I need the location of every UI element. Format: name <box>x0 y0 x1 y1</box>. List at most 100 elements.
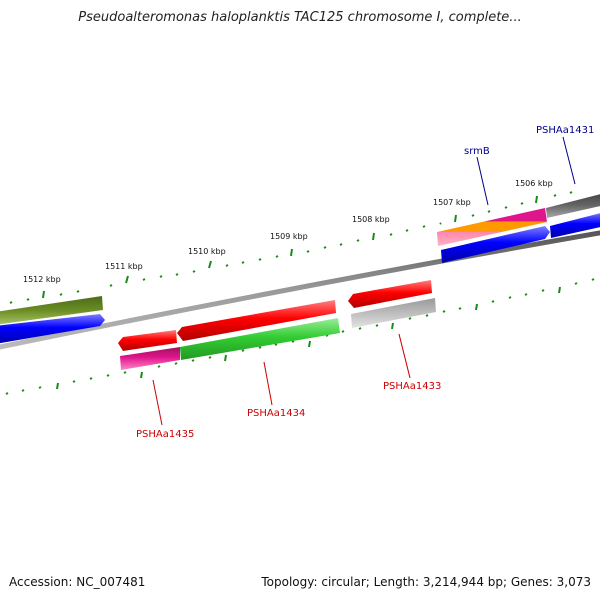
tick <box>372 232 375 241</box>
tick <box>9 301 13 304</box>
tick <box>535 195 538 204</box>
tick <box>89 377 93 380</box>
scale-label-1512: 1512 kbp <box>23 275 61 284</box>
gene-label-pshaa1431[interactable]: PSHAa1431 <box>536 125 594 136</box>
tick <box>123 371 127 374</box>
scale-label-1507: 1507 kbp <box>433 198 471 207</box>
scale-label-1506: 1506 kbp <box>515 179 553 188</box>
tick <box>524 293 528 296</box>
tick <box>487 210 491 213</box>
tick <box>38 386 42 389</box>
scale-label-1510: 1510 kbp <box>188 247 226 256</box>
tick <box>375 324 379 327</box>
scale-label-1511: 1511 kbp <box>105 262 143 271</box>
tick <box>208 260 212 269</box>
scale-label-1508: 1508 kbp <box>352 215 390 224</box>
gene-red-a[interactable] <box>118 330 177 351</box>
gene-label-pshaa1435[interactable]: PSHAa1435 <box>136 429 194 440</box>
tick <box>290 248 293 257</box>
tick <box>439 222 442 225</box>
tick <box>76 290 80 293</box>
tick <box>408 317 412 320</box>
gene-label-srmB[interactable]: srmB <box>464 146 490 157</box>
tick <box>174 362 178 365</box>
tick <box>574 282 578 285</box>
tick <box>325 334 329 337</box>
tick <box>142 278 146 281</box>
tick <box>241 349 245 352</box>
tick <box>591 278 595 281</box>
tick <box>389 233 393 236</box>
map-title: Pseudoalteromonas haloplanktis TAC125 ch… <box>78 10 522 25</box>
leader-pshaa1435 <box>152 379 163 426</box>
tick <box>159 275 163 278</box>
leader-pshaa1433 <box>398 333 411 379</box>
gene-srmB[interactable] <box>437 208 547 246</box>
tick <box>339 243 343 246</box>
leader-pshaa1431 <box>562 136 576 185</box>
tick <box>454 214 457 223</box>
tick <box>508 296 512 299</box>
tick <box>258 258 262 261</box>
gene-pshaa1433[interactable] <box>351 298 436 328</box>
scale-label-1509: 1509 kbp <box>270 232 308 241</box>
tick <box>491 300 495 303</box>
gene-pshaa1434[interactable] <box>180 318 340 360</box>
tick <box>291 340 295 343</box>
tick <box>21 389 25 392</box>
tick <box>422 225 426 228</box>
gene-blue-right-b[interactable] <box>550 212 600 238</box>
tick <box>140 371 143 379</box>
inner-tick-row <box>5 278 595 395</box>
tick <box>391 322 394 330</box>
tick <box>191 359 195 362</box>
tick <box>157 365 161 368</box>
leader-pshaa1434 <box>263 361 273 406</box>
tick <box>106 374 110 377</box>
gene-blue-right-a[interactable] <box>441 226 550 263</box>
tick <box>553 194 557 197</box>
tick <box>425 314 429 317</box>
gene-olive[interactable] <box>0 296 103 325</box>
tick <box>5 392 9 395</box>
tick <box>471 214 475 217</box>
tick <box>274 343 278 346</box>
outer-tick-row <box>9 191 573 304</box>
tick <box>72 380 76 383</box>
tick <box>569 191 573 194</box>
topology-summary: Topology: circular; Length: 3,214,944 bp… <box>261 575 591 589</box>
tick <box>504 206 508 209</box>
tick <box>258 346 262 349</box>
gene-blue-left[interactable] <box>0 314 105 344</box>
leader-srmB <box>476 156 489 206</box>
tick <box>323 246 327 249</box>
gene-red-c[interactable] <box>348 280 432 308</box>
tick <box>558 286 561 294</box>
tick <box>192 270 196 273</box>
tick <box>225 264 229 267</box>
tick <box>341 330 345 333</box>
tick <box>125 275 129 284</box>
genome-backbone <box>0 230 600 350</box>
gene-pshaa1435[interactable] <box>120 347 180 370</box>
tick <box>458 307 462 310</box>
tick <box>306 250 310 253</box>
tick <box>241 261 245 264</box>
accession-text: Accession: NC_007481 <box>9 575 146 589</box>
tick <box>42 290 45 299</box>
tick <box>59 293 63 296</box>
tick <box>109 284 113 287</box>
gene-red-b[interactable] <box>177 300 336 341</box>
tick <box>541 289 545 292</box>
tick <box>475 303 478 311</box>
tick <box>175 273 179 276</box>
tick <box>275 255 279 258</box>
gene-pshaa1431[interactable] <box>546 193 600 218</box>
tick <box>405 229 409 232</box>
tick <box>356 239 360 242</box>
tick <box>520 202 524 205</box>
gene-label-pshaa1434[interactable]: PSHAa1434 <box>247 408 305 419</box>
tick <box>442 310 446 313</box>
gene-label-pshaa1433[interactable]: PSHAa1433 <box>383 381 441 392</box>
